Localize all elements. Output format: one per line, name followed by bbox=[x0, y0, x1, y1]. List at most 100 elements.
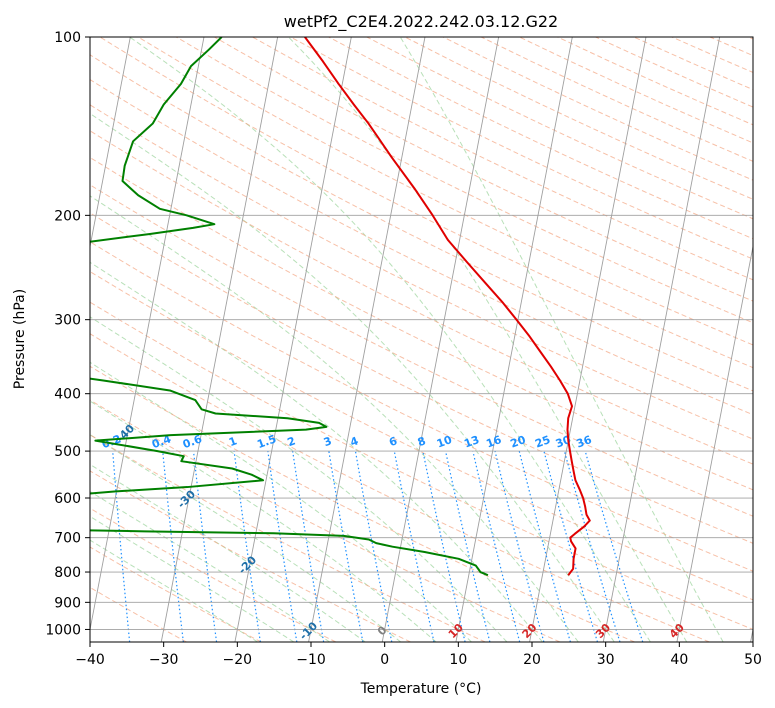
moist-adiabat-line bbox=[90, 195, 579, 642]
mixing-ratio-label: 3 bbox=[322, 434, 334, 449]
mixing-ratio-label: 16 bbox=[484, 433, 503, 451]
dry-adiabat-line bbox=[90, 78, 753, 416]
y-tick-label: 500 bbox=[54, 444, 81, 460]
mixing-ratio-label: 1 bbox=[227, 434, 239, 449]
isotherm-line bbox=[381, 37, 500, 642]
y-tick-label: 600 bbox=[54, 491, 81, 507]
isotherm-line bbox=[308, 37, 426, 642]
x-tick-label: −40 bbox=[75, 652, 105, 668]
isotherm-line bbox=[750, 627, 753, 642]
dry-adiabat-line bbox=[595, 37, 753, 108]
isotherm-label: 20 bbox=[520, 621, 540, 641]
y-tick-label: 300 bbox=[54, 313, 81, 329]
dry-adiabat-line bbox=[90, 365, 635, 642]
mixing-ratio-line bbox=[543, 450, 599, 642]
mixing-ratio-label: 13 bbox=[462, 433, 481, 450]
dry-adiabat-line bbox=[442, 37, 753, 181]
x-tick-label: 30 bbox=[597, 652, 615, 668]
mixing-ratio-label: 36 bbox=[575, 433, 594, 451]
mixing-ratio-label: 0.6 bbox=[181, 432, 204, 451]
y-axis: 100 200 300 400 500 600 700 800 900 1000 bbox=[45, 30, 90, 638]
x-tick-label: −10 bbox=[296, 652, 326, 668]
moist-adiabat-line bbox=[90, 490, 330, 642]
dry-adiabat-line bbox=[90, 54, 753, 392]
pressure-gridlines bbox=[90, 37, 753, 630]
x-tick-label: 10 bbox=[449, 652, 467, 668]
mixing-ratio-line bbox=[354, 450, 393, 642]
dry-adiabat-line bbox=[90, 546, 262, 642]
moist-adiabat-line bbox=[90, 539, 259, 642]
x-tick-label: −30 bbox=[149, 652, 179, 668]
dry-adiabats bbox=[90, 37, 753, 642]
moist-adiabat-line bbox=[90, 463, 366, 642]
mixing-ratio-line bbox=[192, 451, 218, 642]
mixing-ratio-line bbox=[393, 450, 435, 642]
dry-adiabat-line bbox=[90, 434, 486, 642]
mixing-ratio-line bbox=[328, 451, 364, 642]
dry-adiabat-line bbox=[404, 37, 753, 200]
mixing-ratio-label: 10 bbox=[435, 433, 454, 451]
dry-adiabat-line bbox=[90, 270, 753, 601]
x-tick-label: 0 bbox=[380, 652, 389, 668]
dry-adiabat-line bbox=[90, 333, 710, 642]
moist-adiabat-line bbox=[90, 316, 508, 642]
y-tick-label: 200 bbox=[54, 208, 81, 224]
dry-adiabat-line bbox=[175, 37, 753, 324]
dewpoint-profile-line bbox=[90, 37, 489, 577]
mixing-ratio-label: 0.2 bbox=[100, 432, 123, 451]
dry-adiabat-line bbox=[328, 37, 753, 240]
moist-adiabat-line bbox=[90, 112, 615, 642]
dry-adiabat-line bbox=[90, 301, 753, 630]
moist-adiabat-line bbox=[399, 37, 724, 642]
dry-adiabat-line bbox=[137, 37, 753, 346]
moist-adiabat-line bbox=[90, 434, 402, 642]
mixing-ratio-line bbox=[162, 451, 184, 642]
isotherm-label: 10 bbox=[446, 621, 466, 641]
x-axis-label: Temperature (°C) bbox=[360, 681, 482, 697]
dry-adiabat-line bbox=[90, 241, 753, 572]
mixing-ratio-label: 25 bbox=[533, 433, 552, 450]
x-tick-label: 20 bbox=[523, 652, 541, 668]
isotherm-label: -20 bbox=[236, 553, 259, 576]
mixing-ratio-line bbox=[518, 450, 571, 642]
moist-adiabats bbox=[90, 37, 724, 642]
isotherm-line bbox=[234, 37, 352, 642]
dry-adiabat-line bbox=[214, 37, 753, 302]
isotherm-line bbox=[676, 244, 753, 642]
mixing-ratio-label: 6 bbox=[387, 434, 399, 449]
plot-area: -100-90-80-70-60-50-40-30-20-10010203040… bbox=[0, 37, 753, 642]
y-tick-label: 700 bbox=[54, 531, 81, 547]
mixing-ratio-lines bbox=[112, 450, 644, 642]
mixing-ratio-label: 4 bbox=[348, 434, 360, 449]
dry-adiabat-line bbox=[90, 156, 753, 491]
mixing-ratio-label: 8 bbox=[416, 434, 428, 449]
dry-adiabat-line bbox=[366, 37, 753, 220]
dry-adiabat-line bbox=[90, 184, 753, 517]
chart-title: wetPf2_C2E4.2022.242.03.12.G22 bbox=[284, 12, 558, 32]
isotherms bbox=[0, 37, 753, 642]
plot-frame bbox=[89, 36, 754, 643]
isotherm-line bbox=[160, 37, 279, 642]
x-tick-label: −20 bbox=[223, 652, 253, 668]
isotherm-line bbox=[90, 37, 205, 632]
y-tick-label: 900 bbox=[54, 595, 81, 611]
mixing-ratio-line bbox=[563, 450, 621, 642]
x-tick-label: 50 bbox=[744, 652, 762, 668]
y-tick-label: 1000 bbox=[45, 622, 81, 638]
dry-adiabat-line bbox=[90, 104, 753, 440]
isotherm-line bbox=[0, 37, 57, 642]
mixing-ratio-line bbox=[422, 450, 466, 642]
dry-adiabat-line bbox=[633, 37, 753, 91]
mixing-ratio-line bbox=[494, 450, 545, 642]
y-tick-label: 100 bbox=[54, 30, 81, 46]
isotherm-line bbox=[529, 37, 647, 642]
isotherm-label: -30 bbox=[175, 487, 198, 510]
dry-adiabat-line bbox=[90, 212, 753, 544]
moist-adiabat-line bbox=[90, 400, 437, 642]
dry-adiabat-line bbox=[90, 399, 561, 642]
mixing-ratio-line bbox=[233, 451, 261, 642]
isotherm-line bbox=[602, 37, 721, 642]
mixing-ratio-label: 2 bbox=[286, 434, 298, 449]
mixing-ratio-line bbox=[292, 451, 325, 642]
moist-adiabat-line bbox=[288, 37, 688, 642]
